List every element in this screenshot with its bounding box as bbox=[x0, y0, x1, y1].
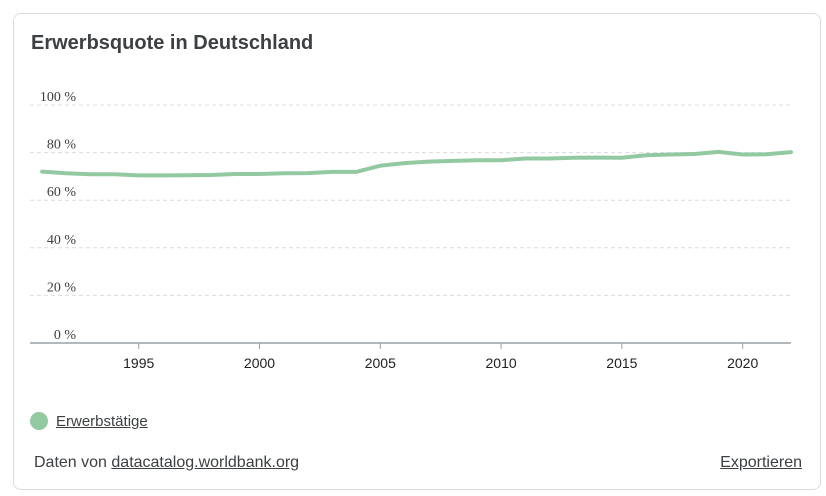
chart-card: Erwerbsquote in Deutschland 0 % 20 % 40 % 6… bbox=[13, 13, 821, 490]
x-tick-label: 2000 bbox=[244, 355, 275, 371]
y-tick-label: 0 % bbox=[54, 328, 77, 343]
legend-swatch bbox=[30, 412, 48, 430]
y-axis-ticks: 0 % 20 % 40 % 60 % 80 % 100 % bbox=[40, 90, 77, 343]
y-tick-label: 80 % bbox=[47, 138, 77, 153]
y-tick-label: 20 % bbox=[47, 280, 77, 295]
source-note: Daten von datacatalog.worldbank.org bbox=[34, 454, 299, 472]
y-tick-label: 100 % bbox=[40, 90, 77, 105]
x-tick-label: 1995 bbox=[123, 355, 154, 371]
chart-title: Erwerbsquote in Deutschland bbox=[31, 32, 314, 54]
source-link[interactable]: datacatalog.worldbank.org bbox=[111, 454, 300, 471]
export-link[interactable]: Exportieren bbox=[720, 454, 802, 471]
series-layer bbox=[40, 149, 793, 178]
grid-lines bbox=[30, 104, 791, 344]
y-tick-label: 40 % bbox=[47, 233, 77, 248]
source-prefix: Daten von bbox=[34, 454, 112, 471]
x-tick-label: 2010 bbox=[486, 355, 517, 371]
legend[interactable]: Erwerbstätige bbox=[30, 412, 148, 430]
card-footer: Daten von datacatalog.worldbank.org Expo… bbox=[34, 454, 802, 472]
y-tick-label: 60 % bbox=[47, 185, 77, 200]
x-tick-label: 2020 bbox=[727, 355, 758, 371]
x-axis-ticks: 1995 2000 2005 2010 2015 2020 bbox=[123, 343, 758, 371]
x-tick-label: 2015 bbox=[606, 355, 637, 371]
series-line-0 bbox=[40, 149, 793, 178]
x-tick-label: 2005 bbox=[365, 355, 396, 371]
line-chart: 0 % 20 % 40 % 60 % 80 % 100 % 1995 2000 2005 201… bbox=[30, 90, 793, 371]
legend-label-erwerbstaetige[interactable]: Erwerbstätige bbox=[56, 412, 148, 430]
